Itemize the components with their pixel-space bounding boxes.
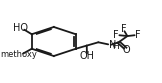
Text: O: O: [122, 45, 130, 55]
Text: F: F: [113, 30, 119, 40]
Text: N: N: [109, 40, 116, 50]
Text: methoxy: methoxy: [0, 50, 37, 59]
Text: H: H: [112, 42, 118, 51]
Text: OH: OH: [80, 51, 94, 61]
Text: F: F: [135, 30, 141, 40]
Text: HO: HO: [13, 23, 28, 33]
Text: F: F: [121, 24, 127, 34]
